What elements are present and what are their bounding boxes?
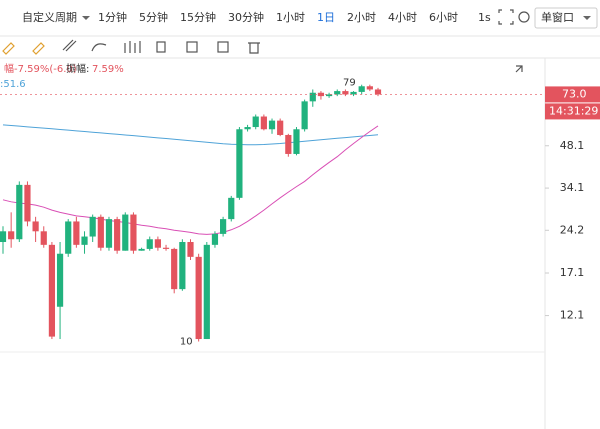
candle-body [105, 219, 113, 248]
candle-body [211, 233, 219, 245]
candle-body [285, 134, 292, 154]
candle-body [73, 221, 80, 245]
candle-body [252, 116, 259, 128]
y-tick-label: 12.1 [560, 309, 585, 322]
last-price-label: 73.0 [562, 87, 587, 100]
countdown: 14:31:29 [549, 104, 598, 117]
candle-body [65, 221, 72, 254]
candle-body [187, 242, 194, 257]
intervals: 1分钟 5分钟 15分钟 30分钟 1小时 1日 2小时 4小时 6小时 [98, 10, 458, 24]
last-price-tag [545, 86, 600, 103]
high-annotation: 79 [343, 78, 356, 89]
candle-body [366, 86, 373, 90]
interval[interactable]: 4小时 [388, 11, 417, 24]
candle-body [260, 116, 267, 130]
candle-body [293, 129, 300, 154]
candle-body [0, 231, 7, 243]
amplitude: 7.59% [92, 64, 124, 75]
candle-body [309, 92, 316, 102]
plot: 48.1 34.1 24.2 17.1 12.1 79 10 73.0 14:31:29 [0, 78, 600, 348]
candle-body [374, 89, 382, 95]
interval[interactable]: 1小时 [276, 11, 305, 24]
candle-body [32, 221, 39, 232]
interval[interactable]: 15分钟 [180, 10, 216, 24]
interval[interactable]: 2小时 [347, 11, 376, 24]
y-tick-label: 34.1 [560, 181, 585, 194]
refresh-rate[interactable]: 1s [478, 11, 491, 24]
expand-icon[interactable] [515, 65, 523, 73]
candle-body [236, 129, 243, 198]
window-label: 单窗口 [541, 10, 574, 24]
candle-body [97, 216, 104, 248]
candle-body [334, 91, 341, 95]
moving-average [2, 125, 379, 235]
candle-body [81, 236, 88, 245]
candle-body [220, 219, 227, 234]
interval[interactable]: 1日 [317, 11, 335, 24]
y-tick-label: 17.1 [560, 266, 585, 279]
toolbar-icons [498, 9, 530, 25]
candle-body [203, 244, 210, 340]
candle-body [154, 239, 161, 248]
y-tick-label: 24.2 [560, 223, 585, 236]
candle-body [16, 184, 23, 240]
candle-body [171, 248, 178, 290]
interval[interactable]: 5分钟 [139, 10, 168, 24]
candle-body [146, 239, 153, 249]
moving-average [2, 124, 379, 146]
countdown-tag [545, 103, 600, 120]
candle-body [56, 253, 64, 307]
ma-value: :51.6 [0, 79, 26, 90]
drawing-tools[interactable] [2, 39, 260, 55]
dropdown-arrow [82, 16, 90, 20]
interval[interactable]: 6小时 [429, 11, 458, 24]
candle-body [268, 120, 276, 130]
amplitude-label: 振幅: [66, 62, 89, 75]
candle-body [325, 94, 333, 97]
candle-body [179, 242, 186, 290]
candle-body [8, 231, 15, 240]
candle-body [350, 91, 357, 95]
candle-body [122, 214, 129, 251]
y-tick-label: 48.1 [560, 139, 585, 152]
candle-body [40, 231, 47, 245]
custom-period[interactable]: 自定义周期 [22, 10, 77, 24]
candle-body [277, 120, 284, 135]
candle-body [244, 127, 251, 130]
change: 幅-7.59%(-6.0) [4, 62, 77, 75]
candle-body [48, 244, 56, 337]
candle-body [114, 219, 121, 251]
candle-body [342, 91, 349, 95]
candle-body [130, 214, 137, 251]
candle-body [228, 197, 235, 220]
candle-body [138, 248, 145, 251]
dropdown-arrow [583, 16, 591, 20]
candle-body [195, 256, 202, 340]
candle-body [162, 247, 170, 249]
candle-body [358, 86, 365, 92]
low-annotation: 10 [180, 337, 193, 348]
interval[interactable]: 1分钟 [98, 10, 127, 24]
interval[interactable]: 30分钟 [228, 10, 264, 24]
window-button[interactable] [534, 7, 598, 29]
candle-body [301, 101, 308, 130]
candle-body [24, 184, 31, 222]
candle-body [89, 216, 96, 237]
